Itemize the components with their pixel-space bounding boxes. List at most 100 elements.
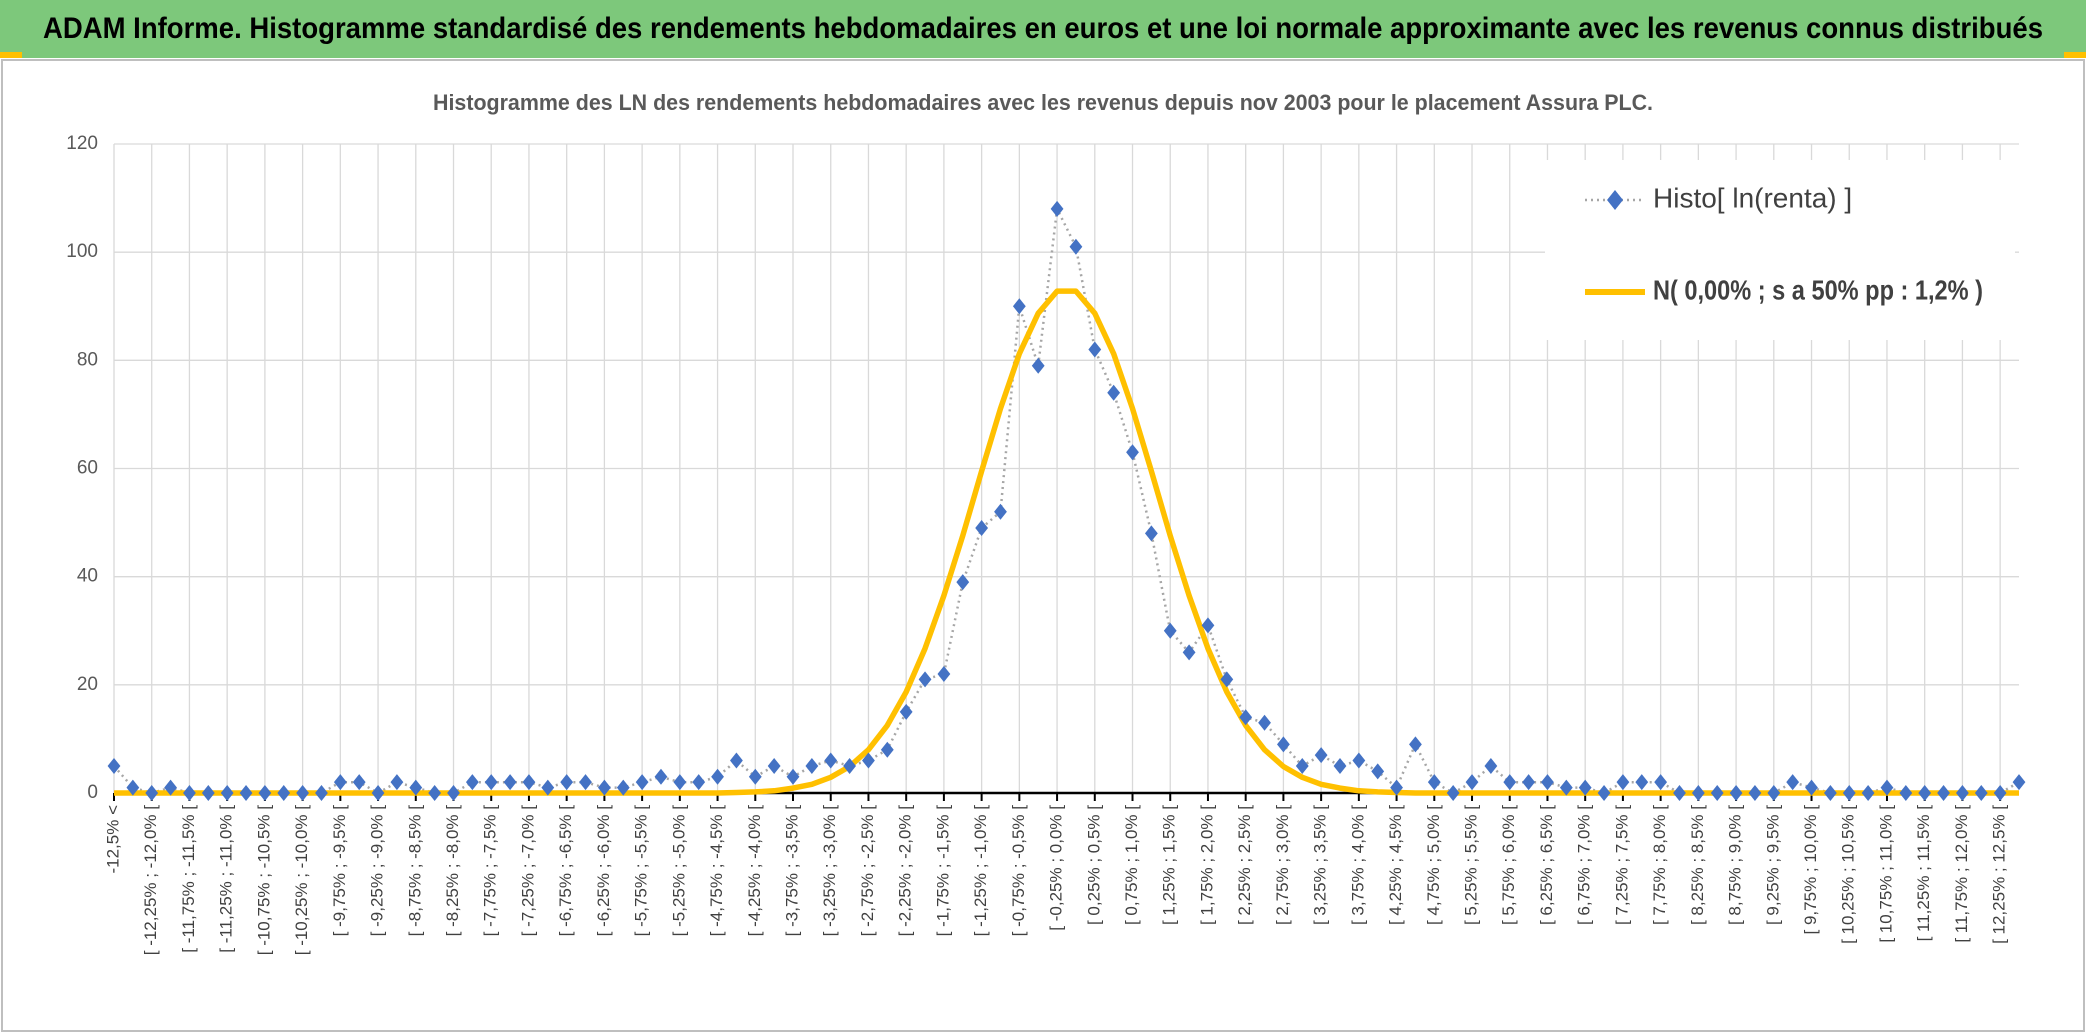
x-tick-label: [ -9,75% ; -9,5% [ xyxy=(330,805,349,937)
histo-point xyxy=(1107,384,1121,401)
histo-point xyxy=(447,785,460,801)
histo-point xyxy=(1710,785,1724,801)
histo-point xyxy=(1823,785,1837,801)
histo-point xyxy=(1258,714,1271,731)
histo-point xyxy=(1748,785,1762,801)
chart-frame xyxy=(1,59,2085,1032)
histo-point xyxy=(145,785,159,801)
histo-point xyxy=(1352,752,1366,769)
histo-point xyxy=(597,779,611,796)
histo-point xyxy=(1786,774,1800,791)
histo-point xyxy=(1163,622,1177,639)
histo-point xyxy=(843,757,856,774)
y-tick-label: 60 xyxy=(77,458,98,479)
histo-point xyxy=(315,785,328,801)
histo-point xyxy=(1654,774,1668,791)
histo-point xyxy=(107,757,121,774)
histo-point xyxy=(956,574,970,591)
histo-point xyxy=(805,757,819,774)
x-tick-label: [ -7,25% ; -7,0% [ xyxy=(518,805,537,937)
x-tick-label: [ 6,75% ; 7,0% [ xyxy=(1575,805,1594,925)
histo-point xyxy=(1842,785,1856,801)
histo-point xyxy=(220,785,234,801)
x-tick-label: [ 5,75% ; 6,0% [ xyxy=(1499,805,1518,925)
histo-point xyxy=(767,757,781,774)
histo-point xyxy=(1522,774,1536,791)
histo-point xyxy=(258,785,272,801)
histo-point xyxy=(579,774,592,791)
x-tick-label: [ -10,25% ; -10,0% [ xyxy=(292,805,311,956)
histo-point xyxy=(748,768,762,785)
histo-point xyxy=(1729,785,1743,801)
histo-point xyxy=(937,666,951,683)
histo-point xyxy=(1144,525,1158,542)
histo-point xyxy=(975,519,989,536)
histo-point xyxy=(1880,779,1894,796)
histo-point xyxy=(1088,341,1102,358)
histo-point xyxy=(126,779,140,796)
histo-point xyxy=(1182,644,1196,661)
x-tick-label: [ 8,25% ; 8,5% [ xyxy=(1688,805,1707,925)
histo-point xyxy=(1899,785,1913,801)
histo-point xyxy=(692,774,706,791)
x-tick-label: [ -6,75% ; -6,5% [ xyxy=(556,805,575,937)
histo-point xyxy=(1220,671,1234,688)
page-header: ADAM Informe. Histogramme standardisé de… xyxy=(43,12,2043,45)
histo-point xyxy=(1427,774,1441,791)
histo-point xyxy=(1012,298,1026,315)
histo-point xyxy=(918,671,932,688)
histo-point xyxy=(352,774,366,791)
y-tick-label: 80 xyxy=(77,349,98,370)
histo-point xyxy=(1805,779,1818,796)
histo-point xyxy=(164,779,177,796)
histo-point xyxy=(1616,774,1630,791)
x-tick-label: [ 2,25% ; 2,5% [ xyxy=(1235,805,1254,925)
x-tick-label: [ -3,25% ; -3,0% [ xyxy=(820,805,839,937)
histo-point xyxy=(333,774,347,791)
histo-point xyxy=(1201,617,1215,634)
x-tick-label: [ -11,75% ; -11,5% [ xyxy=(179,805,198,953)
histo-point xyxy=(1541,774,1554,791)
histo-point xyxy=(824,752,838,769)
x-tick-label: [ 1,25% ; 1,5% [ xyxy=(1160,805,1179,925)
x-tick-label: [ -4,25% ; -4,0% [ xyxy=(745,805,764,937)
x-tick-label: -12,5% < xyxy=(103,805,122,874)
histo-point xyxy=(296,785,310,801)
histo-point xyxy=(1277,736,1290,753)
histo-point xyxy=(1050,200,1064,217)
histo-point xyxy=(560,774,574,791)
histo-point xyxy=(1503,774,1517,791)
histo-point xyxy=(1635,774,1649,791)
x-tick-label: [ -12,25% ; -12,0% [ xyxy=(141,805,160,956)
chart-title: Histogramme des LN des rendements hebdom… xyxy=(433,90,1653,115)
histo-point xyxy=(390,774,404,791)
histo-point xyxy=(654,768,668,785)
histo-point xyxy=(1861,785,1875,801)
histo-point xyxy=(1974,785,1988,801)
header-band xyxy=(0,0,2086,58)
x-tick-label: [ -0,75% ; -0,5% [ xyxy=(1009,805,1028,937)
histo-point xyxy=(428,785,442,801)
legend-swatch xyxy=(1607,190,1623,210)
histo-point xyxy=(1409,736,1422,753)
x-tick-label: [ -2,25% ; -2,0% [ xyxy=(896,805,915,937)
histo-point xyxy=(1578,779,1592,796)
x-tick-label: [ 0,75% ; 1,0% [ xyxy=(1122,805,1141,925)
histo-point xyxy=(1937,785,1950,801)
x-tick-label: [ -7,75% ; -7,5% [ xyxy=(481,805,500,937)
normal-line xyxy=(114,288,2019,796)
x-tick-label: [ 7,75% ; 8,0% [ xyxy=(1650,805,1669,925)
histo-point xyxy=(2012,774,2026,791)
histo-point xyxy=(1767,785,1781,801)
legend-box xyxy=(1545,160,2015,340)
y-tick-label: 100 xyxy=(66,241,98,262)
x-tick-label: [ 4,75% ; 5,0% [ xyxy=(1424,805,1443,925)
histo-point xyxy=(1239,709,1253,726)
histo-point xyxy=(1918,785,1932,801)
histo-point xyxy=(673,774,687,791)
legend-label: N( 0,00% ; s a 50% pp : 1,2% ) xyxy=(1653,274,1983,305)
corner-accent xyxy=(2064,52,2086,58)
x-tick-label: [ -11,25% ; -11,0% [ xyxy=(217,805,236,953)
x-tick-label: [ 5,25% ; 5,5% [ xyxy=(1462,805,1481,925)
x-tick-label: [ 7,25% ; 7,5% [ xyxy=(1612,805,1631,925)
